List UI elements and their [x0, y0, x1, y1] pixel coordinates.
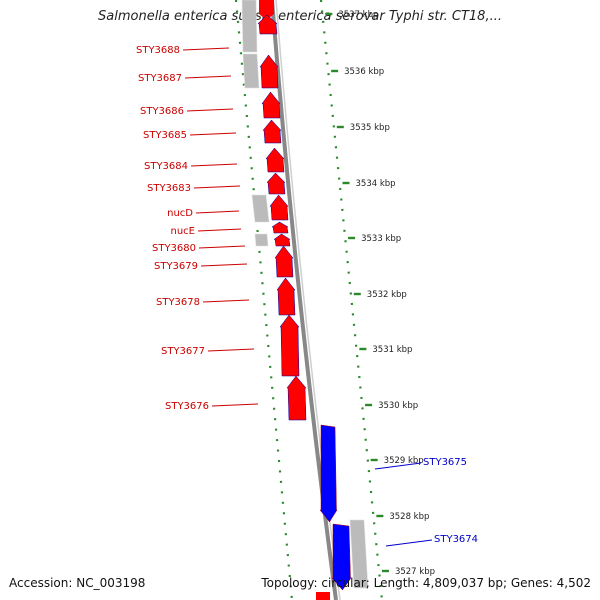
- position-ticks: 3537 kbp 3536 kbp 3535 kbp 3534 kbp 3533 kbp…: [325, 10, 435, 577]
- gene-leader-line: [184, 75, 232, 79]
- gene-leader-line: [182, 47, 230, 51]
- forward-gene-partial: [316, 592, 330, 600]
- tick-label: 3528 kbp: [389, 512, 429, 522]
- gene-leader-line: [207, 348, 255, 352]
- dotted-rings: [234, 0, 384, 600]
- forward-gene-partial: [259, 0, 274, 20]
- gene-leader-line: [385, 539, 433, 547]
- gene-features: [241, 0, 369, 600]
- gene-leader-line: [211, 403, 259, 407]
- gene-label: STY3674: [434, 534, 478, 545]
- tick-label: 3527 kbp: [395, 567, 435, 577]
- grey-feature: [241, 0, 258, 53]
- gene-leader-line: [374, 462, 422, 470]
- gene-leader-line: [202, 299, 250, 303]
- forward-gene: [269, 194, 289, 221]
- tick-label: 3536 kbp: [344, 67, 384, 77]
- gene-leader-line: [197, 228, 242, 232]
- gene-label: STY3684: [144, 161, 188, 172]
- tick-label: 3537 kbp: [338, 10, 378, 20]
- tick-label: 3531 kbp: [372, 345, 412, 355]
- gene-leader-line: [186, 108, 234, 112]
- grey-feature: [254, 233, 269, 247]
- gene-label: STY3677: [161, 346, 205, 357]
- tick-label: 3535 kbp: [350, 123, 390, 133]
- gene-label: STY3688: [136, 45, 180, 56]
- gene-label: nucD: [167, 208, 193, 219]
- tick-label: 3533 kbp: [361, 234, 401, 244]
- forward-gene: [261, 91, 281, 119]
- gene-leader-line: [200, 263, 248, 267]
- grey-feature: [251, 194, 270, 223]
- gene-leader-line: [190, 163, 238, 167]
- gene-label: STY3683: [147, 183, 191, 194]
- reverse-gene: [331, 523, 352, 591]
- gene-label: STY3680: [152, 243, 196, 254]
- accession-label: Accession: NC_003198: [9, 576, 146, 590]
- forward-gene: [257, 14, 278, 35]
- gene-leader-line: [193, 185, 241, 189]
- grey-feature: [242, 53, 260, 89]
- forward-gene: [271, 221, 289, 234]
- forward-gene: [274, 245, 294, 278]
- tick-label: 3534 kbp: [356, 179, 396, 189]
- gene-leader-line: [195, 210, 240, 214]
- gene-label: STY3679: [154, 261, 198, 272]
- forward-gene: [262, 119, 282, 144]
- gene-label: STY3678: [156, 297, 200, 308]
- tick-label: 3529 kbp: [384, 456, 424, 466]
- forward-gene: [279, 314, 300, 377]
- forward-gene: [265, 147, 285, 173]
- gene-leader-line: [189, 132, 237, 136]
- gene-label: STY3687: [138, 73, 182, 84]
- genome-title: Salmonella enterica subsp. enterica sero…: [98, 9, 502, 24]
- genome-summary: Topology: circular; Length: 4,809,037 bp…: [261, 576, 591, 590]
- gene-label: STY3685: [143, 130, 187, 141]
- forward-gene: [266, 172, 286, 195]
- gene-labels: STY3688 STY3687 STY3686 STY3685 STY3684 STY36…: [136, 45, 478, 547]
- gene-label: STY3676: [165, 401, 209, 412]
- tick-label: 3530 kbp: [378, 401, 418, 411]
- forward-gene: [259, 54, 279, 89]
- forward-gene: [286, 375, 307, 421]
- grey-feature: [349, 519, 369, 589]
- gene-leader-line: [198, 245, 246, 249]
- forward-gene: [273, 233, 291, 247]
- forward-gene: [276, 277, 296, 316]
- gene-label: STY3675: [423, 457, 467, 468]
- reverse-gene: [319, 424, 338, 523]
- gene-label: STY3686: [140, 106, 184, 117]
- gene-label: nucE: [171, 226, 196, 237]
- tick-label: 3532 kbp: [367, 290, 407, 300]
